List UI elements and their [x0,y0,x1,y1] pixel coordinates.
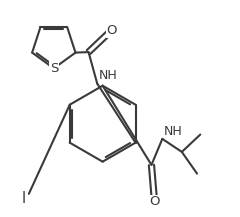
Text: NH: NH [163,125,182,138]
Text: NH: NH [98,69,117,82]
Text: O: O [107,24,117,37]
Text: S: S [50,62,58,75]
Text: O: O [150,195,160,208]
Text: I: I [21,191,26,206]
